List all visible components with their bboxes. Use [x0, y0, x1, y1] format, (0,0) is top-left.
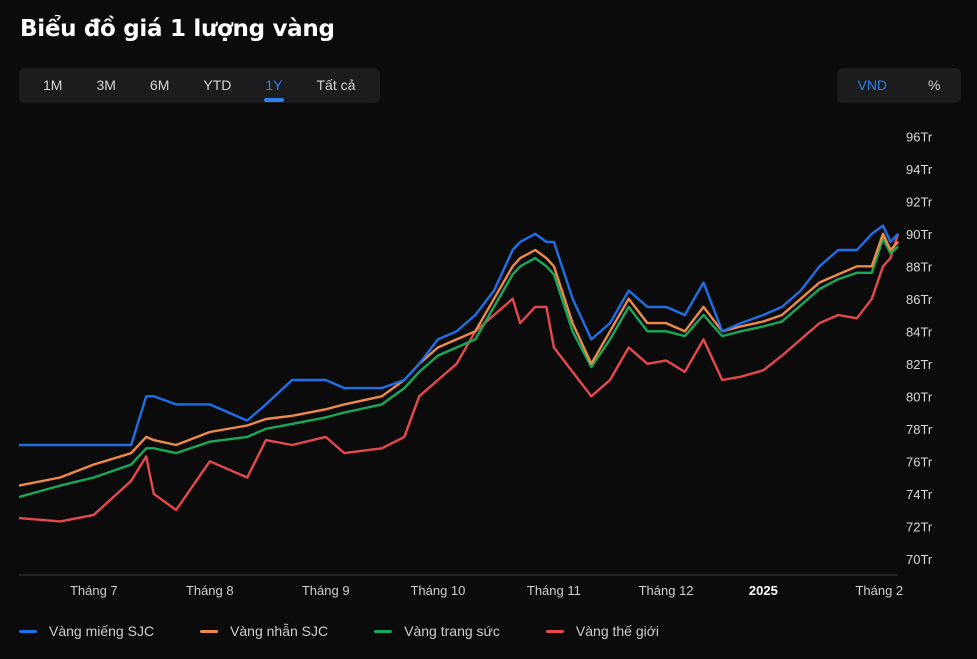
x-tick-label: Tháng 9 — [302, 583, 350, 598]
y-tick-label: 74Tr — [906, 487, 933, 502]
page-title: Biểu đồ giá 1 lượng vàng — [20, 16, 335, 42]
x-tick-label: Tháng 11 — [527, 583, 581, 598]
range-tab-1y[interactable]: 1Y — [253, 68, 294, 103]
legend-label: Vàng thế giới — [575, 623, 660, 639]
series-line-world — [18, 233, 900, 523]
range-tab-all[interactable]: Tất cả — [316, 77, 356, 93]
unit-tab-vnd[interactable]: VND — [857, 77, 888, 93]
series-line-sjc-bar — [19, 224, 899, 447]
x-tick-label: Tháng 7 — [70, 583, 118, 598]
legend-swatch — [545, 629, 564, 633]
y-tick-label: 78Tr — [906, 422, 933, 437]
y-tick-label: 84Tr — [906, 324, 933, 339]
legend-item-jewelry[interactable]: Vàng trang sức — [374, 623, 500, 639]
legend-item-world[interactable]: Vàng thế giới — [545, 623, 660, 639]
y-tick-label: 94Tr — [906, 162, 933, 177]
unit-selector: VND% — [837, 68, 961, 103]
series-line-jewelry — [18, 237, 899, 499]
legend-label: Vàng trang sức — [404, 623, 500, 639]
time-range-selector: 1M 3M 6M YTD 1Y Tất cả — [19, 68, 380, 103]
legend-item-sjc-bar[interactable]: Vàng miếng SJC — [19, 623, 154, 639]
y-tick-label: 86Tr — [906, 292, 933, 307]
legend-swatch — [374, 629, 393, 633]
y-tick-label: 80Tr — [906, 389, 933, 404]
range-tab-1m[interactable]: 1M — [43, 77, 63, 93]
unit-tab-percent[interactable]: % — [928, 77, 941, 93]
legend-swatch — [19, 629, 37, 633]
y-tick-label: 90Tr — [906, 227, 933, 242]
legend-label: Vàng miếng SJC — [49, 623, 155, 639]
y-tick-label: 76Tr — [906, 454, 933, 469]
range-tab-3m[interactable]: 3M — [96, 77, 116, 93]
x-tick-label: Tháng 8 — [186, 583, 234, 598]
x-tick-label: Tháng 2 — [855, 583, 903, 598]
x-tick-label: 2025 — [749, 583, 778, 598]
series-line-sjc-ring — [18, 232, 899, 487]
legend-swatch — [200, 629, 219, 633]
legend-item-sjc-ring[interactable]: Vàng nhẫn SJC — [200, 623, 328, 639]
y-tick-label: 96Tr — [906, 129, 933, 144]
y-tick-label: 92Tr — [906, 194, 933, 209]
range-tab-ytd[interactable]: YTD — [203, 77, 232, 93]
y-tick-label: 70Tr — [906, 552, 933, 567]
y-tick-label: 82Tr — [906, 357, 933, 372]
x-tick-label: Tháng 10 — [410, 583, 465, 598]
range-tab-6m[interactable]: 6M — [149, 77, 170, 93]
chart-legend: Vàng miếng SJC Vàng nhẫn SJC Vàng trang sứ… — [19, 621, 705, 641]
y-tick-label: 72Tr — [906, 519, 933, 534]
x-tick-label: Tháng 12 — [639, 583, 694, 598]
legend-label: Vàng nhẫn SJC — [230, 623, 329, 639]
y-tick-label: 88Tr — [906, 259, 933, 274]
